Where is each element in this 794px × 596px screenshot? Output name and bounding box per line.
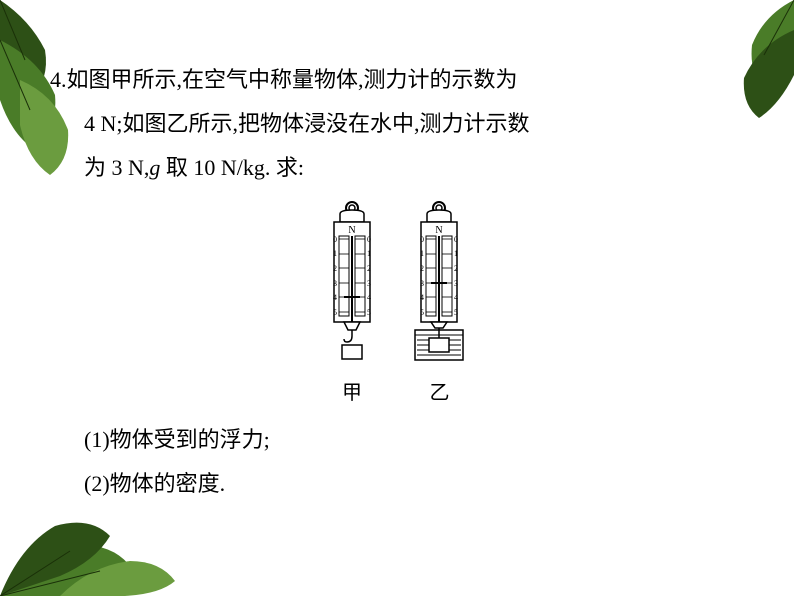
svg-text:5: 5: [454, 308, 458, 317]
sub-question-2: (2)物体的密度.: [50, 462, 744, 506]
svg-text:N: N: [435, 225, 442, 236]
svg-text:2: 2: [367, 264, 371, 273]
svg-text:2: 2: [454, 264, 458, 273]
diagram-a: N 0 0 1 1 2 2 3 3 4 4 5 5: [322, 200, 382, 413]
svg-text:1: 1: [367, 249, 371, 258]
svg-text:2: 2: [420, 264, 424, 273]
svg-text:3: 3: [367, 279, 371, 288]
svg-text:3: 3: [420, 279, 424, 288]
svg-text:4: 4: [333, 293, 337, 302]
svg-text:4: 4: [454, 293, 458, 302]
svg-text:4: 4: [367, 293, 371, 302]
svg-text:0: 0: [454, 235, 458, 244]
sub-questions: (1)物体受到的浮力; (2)物体的密度.: [50, 418, 744, 506]
sub-question-1: (1)物体受到的浮力;: [50, 418, 744, 462]
svg-text:5: 5: [333, 308, 337, 317]
g-variable: g: [149, 155, 160, 180]
question-content: 4.如图甲所示,在空气中称量物体,测力计的示数为 4 N;如图乙所示,把物体浸没…: [0, 0, 794, 526]
svg-text:N: N: [348, 225, 355, 236]
svg-text:5: 5: [420, 308, 424, 317]
svg-text:1: 1: [420, 249, 424, 258]
svg-text:0: 0: [367, 235, 371, 244]
question-number: 4.: [50, 67, 67, 92]
diagram-container: N 0 0 1 1 2 2 3 3 4 4 5 5: [50, 200, 744, 413]
svg-text:1: 1: [454, 249, 458, 258]
spring-scale-a: N 0 0 1 1 2 2 3 3 4 4 5 5: [322, 200, 382, 365]
svg-text:1: 1: [333, 249, 337, 258]
svg-text:5: 5: [367, 308, 371, 317]
diagram-a-label: 甲: [342, 373, 362, 413]
question-text: 4.如图甲所示,在空气中称量物体,测力计的示数为 4 N;如图乙所示,把物体浸没…: [50, 58, 744, 190]
spring-scale-b: N 0 0 1 1 2 2 3 3 4 4 5 5: [407, 200, 472, 365]
question-line-1: 4.如图甲所示,在空气中称量物体,测力计的示数为: [50, 58, 744, 102]
svg-text:0: 0: [333, 235, 337, 244]
diagram-b-label: 乙: [430, 373, 450, 413]
question-line-3: 为 3 N,g 取 10 N/kg. 求:: [50, 146, 744, 190]
line3-part2: 取 10 N/kg. 求:: [160, 155, 304, 180]
svg-text:4: 4: [420, 293, 424, 302]
question-line-2: 4 N;如图乙所示,把物体浸没在水中,测力计示数: [50, 102, 744, 146]
svg-text:2: 2: [333, 264, 337, 273]
svg-text:0: 0: [420, 235, 424, 244]
line1-text: 如图甲所示,在空气中称量物体,测力计的示数为: [67, 67, 518, 92]
svg-text:3: 3: [454, 279, 458, 288]
line3-part1: 为 3 N,: [84, 155, 149, 180]
diagram-b: N 0 0 1 1 2 2 3 3 4 4 5 5: [407, 200, 472, 413]
svg-text:3: 3: [333, 279, 337, 288]
